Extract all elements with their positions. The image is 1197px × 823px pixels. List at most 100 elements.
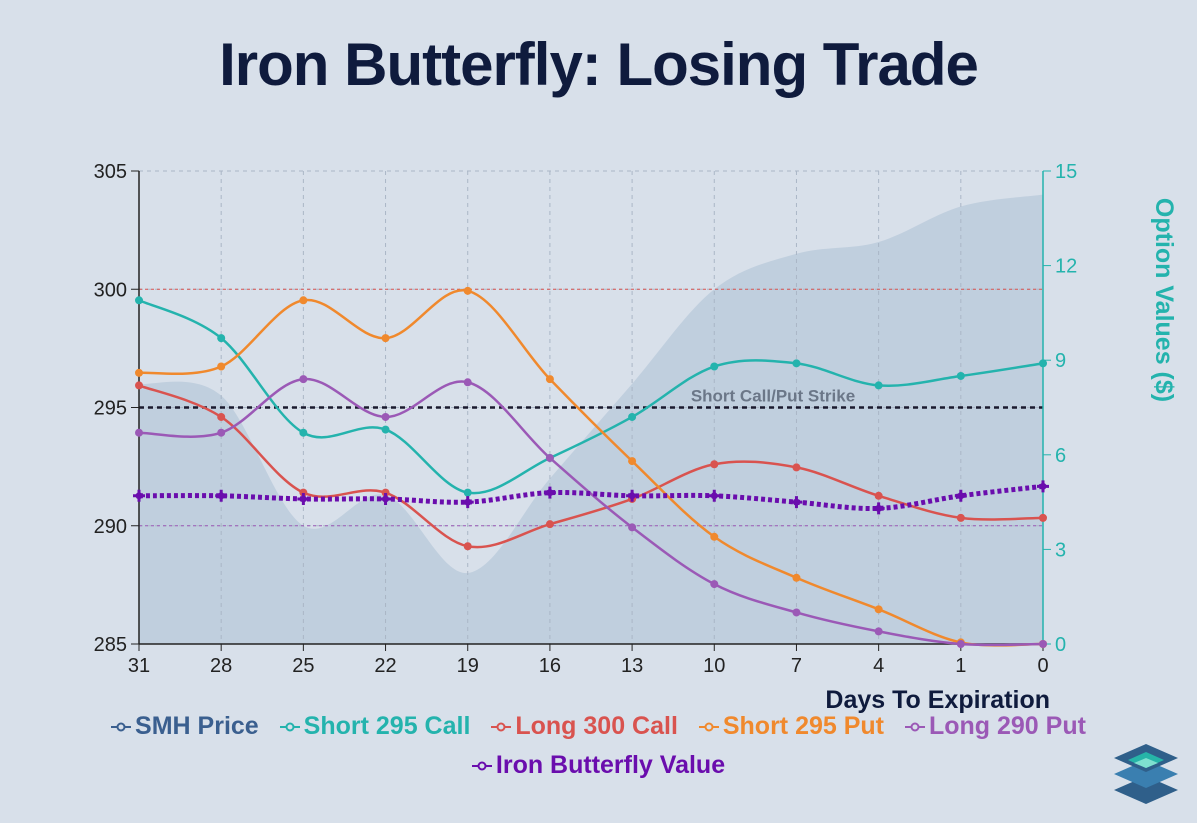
legend-row-1: SMH Price Short 295 Call Long 300 Call S…	[0, 712, 1197, 741]
data-point	[381, 425, 390, 434]
data-point	[792, 359, 801, 368]
data-point	[217, 428, 226, 437]
x-tick-label: 31	[128, 655, 150, 677]
left-tick-label: 300	[94, 279, 127, 301]
data-point	[135, 492, 143, 500]
right-tick-label: 9	[1055, 350, 1066, 372]
data-point	[628, 457, 637, 466]
data-point	[545, 453, 554, 462]
x-tick-label: 0	[1037, 655, 1048, 677]
legend-label: SMH Price	[135, 712, 259, 740]
left-tick-label: 285	[94, 634, 127, 656]
right-tick-label: 15	[1055, 161, 1077, 183]
x-tick-label: 10	[703, 655, 725, 677]
legend-item-smh-price[interactable]: SMH Price	[111, 712, 259, 741]
series-line-iron-butterfly-value	[138, 483, 1044, 512]
legend-label: Long 290 Put	[928, 712, 1086, 740]
legend-marker-icon	[279, 722, 300, 732]
data-point	[463, 542, 472, 551]
x-tick-label: 19	[457, 655, 479, 677]
data-point	[874, 381, 883, 390]
legend-item-short-295-call[interactable]: Short 295 Call	[279, 712, 471, 741]
data-point	[382, 495, 390, 503]
data-point	[545, 375, 554, 384]
x-axis-label: Days To Expiration	[825, 686, 1050, 714]
legend-item-iron-butterfly-value[interactable]: Iron Butterfly Value	[471, 751, 726, 780]
data-point	[381, 488, 390, 497]
legend-label: Iron Butterfly Value	[495, 751, 726, 779]
x-tick-label: 28	[210, 655, 232, 677]
data-point	[217, 362, 226, 371]
legend-item-long-300-call[interactable]: Long 300 Call	[491, 712, 678, 741]
data-point	[299, 488, 308, 497]
legend-row-2: Iron Butterfly Value	[0, 751, 1197, 780]
data-point	[135, 428, 143, 437]
legend-label: Short 295 Call	[303, 712, 471, 740]
data-point	[299, 495, 307, 503]
data-point	[217, 334, 226, 343]
legend-item-long-290-put[interactable]: Long 290 Put	[904, 712, 1086, 741]
data-point	[792, 608, 801, 617]
data-point	[710, 460, 719, 469]
data-point	[1039, 359, 1047, 368]
legend-marker-icon	[904, 722, 925, 732]
data-point	[875, 504, 883, 512]
legend-label: Short 295 Put	[722, 712, 885, 740]
data-point	[135, 381, 143, 390]
right-tick-label: 6	[1055, 445, 1066, 467]
x-tick-label: 7	[791, 655, 802, 677]
x-tick-label: 25	[292, 655, 314, 677]
smh-price-area	[139, 194, 1043, 644]
data-point	[792, 573, 801, 582]
x-tick-label: 13	[621, 655, 643, 677]
data-point	[217, 492, 225, 500]
series-line-short-295-call	[138, 299, 1044, 495]
page-title: Iron Butterfly: Losing Trade	[219, 31, 979, 98]
data-point	[135, 296, 143, 305]
legend-marker-icon	[471, 761, 492, 771]
legend-item-short-295-put[interactable]: Short 295 Put	[698, 712, 885, 741]
data-point	[710, 492, 718, 500]
right-tick-label: 3	[1055, 539, 1066, 561]
strike-line-label: Short Call/Put Strike	[691, 387, 855, 406]
data-point	[135, 368, 143, 377]
data-point	[956, 640, 965, 648]
data-point	[217, 412, 226, 421]
x-tick-label: 1	[955, 655, 966, 677]
data-point	[463, 488, 472, 497]
data-point	[463, 378, 472, 387]
left-tick-label: 295	[94, 398, 127, 420]
x-tick-label: 22	[374, 655, 396, 677]
legend-marker-icon	[491, 722, 512, 732]
legend-marker-icon	[698, 722, 719, 732]
data-point	[792, 498, 800, 506]
x-tick-label: 4	[873, 655, 884, 677]
right-tick-label: 0	[1055, 634, 1066, 656]
data-point	[710, 362, 719, 371]
data-point	[956, 371, 965, 380]
data-point	[299, 428, 308, 437]
data-point	[957, 492, 965, 500]
data-point	[628, 492, 636, 500]
data-point	[463, 286, 472, 295]
data-point	[874, 491, 883, 500]
data-point	[874, 627, 883, 636]
left-tick-label: 305	[94, 161, 127, 183]
data-point	[628, 523, 637, 532]
data-point	[628, 412, 637, 421]
data-point	[464, 498, 472, 506]
data-point	[299, 296, 308, 305]
data-point	[381, 412, 390, 421]
data-point	[381, 334, 390, 343]
data-point	[956, 513, 965, 522]
data-point	[299, 375, 308, 384]
data-point	[546, 489, 554, 497]
left-tick-label: 290	[94, 516, 127, 538]
series-line-long-300-call	[138, 384, 1044, 549]
brand-logo-icon	[1114, 744, 1178, 804]
data-point	[1039, 513, 1047, 522]
data-point	[1039, 482, 1047, 490]
legend-marker-icon	[111, 722, 132, 732]
right-tick-label: 12	[1055, 256, 1077, 278]
